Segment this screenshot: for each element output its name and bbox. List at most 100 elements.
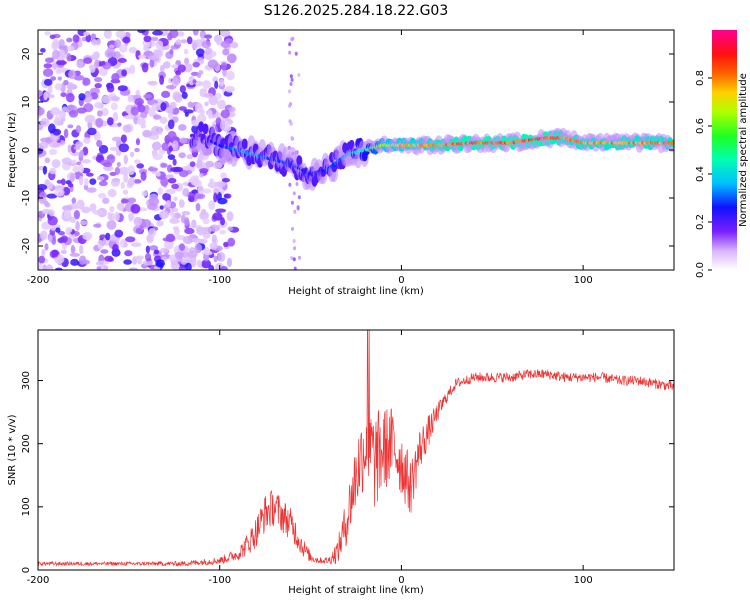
noise-speckle bbox=[220, 109, 230, 119]
noise-speckle bbox=[112, 244, 119, 253]
noise-speckle bbox=[203, 93, 214, 99]
y-tick-label: -10 bbox=[21, 190, 32, 206]
noise-speckle bbox=[202, 226, 212, 235]
noise-speckle bbox=[117, 122, 122, 127]
noise-speckle bbox=[51, 142, 60, 148]
noise-speckle bbox=[41, 208, 52, 215]
noise-speckle bbox=[168, 112, 174, 120]
noise-speckle bbox=[45, 57, 54, 64]
noise-speckle bbox=[109, 171, 117, 176]
noise-speckle bbox=[142, 129, 152, 138]
y-tick-label: 0 bbox=[21, 147, 32, 153]
noise-speckle bbox=[187, 101, 194, 108]
noise-speckle bbox=[75, 221, 80, 231]
noise-speckle bbox=[96, 110, 103, 117]
noise-speckle bbox=[81, 36, 87, 42]
noise-speckle bbox=[224, 120, 230, 131]
noise-speckle bbox=[75, 141, 83, 148]
snr-panel: -200 -100 0 100 0 100 200 300 Height of straig… bbox=[7, 329, 675, 596]
noise-speckle bbox=[213, 192, 218, 203]
noise-speckle bbox=[152, 30, 164, 36]
noise-speckle bbox=[101, 60, 106, 66]
noise-speckle bbox=[219, 229, 226, 235]
noise-speckle bbox=[94, 68, 100, 75]
noise-speckle bbox=[80, 220, 88, 226]
noise-speckle bbox=[194, 102, 204, 113]
noise-speckle bbox=[66, 37, 73, 43]
noise-speckle bbox=[167, 119, 175, 130]
noise-speckle bbox=[147, 80, 158, 86]
noise-speckle bbox=[54, 83, 63, 91]
noise-speckle bbox=[226, 211, 234, 222]
noise-speckle bbox=[199, 173, 204, 178]
noise-speckle bbox=[112, 51, 121, 59]
noise-speckle bbox=[118, 143, 130, 153]
noise-speckle bbox=[122, 36, 131, 44]
noise-speckle bbox=[54, 188, 65, 197]
noise-speckle bbox=[50, 107, 61, 116]
noise-speckle bbox=[289, 102, 293, 107]
noise-speckle bbox=[292, 239, 296, 244]
noise-speckle bbox=[186, 36, 193, 45]
noise-speckle bbox=[162, 237, 173, 242]
colorbar: 0.0 0.2 0.4 0.6 0.8 Normalized spectral ampl… bbox=[695, 30, 749, 278]
noise-speckle bbox=[142, 260, 154, 266]
noise-speckle bbox=[83, 31, 90, 37]
noise-speckle bbox=[43, 91, 48, 101]
noise-speckle bbox=[155, 40, 164, 50]
noise-speckle bbox=[78, 93, 86, 101]
noise-speckle bbox=[196, 72, 202, 78]
noise-speckle bbox=[149, 245, 159, 251]
noise-speckle bbox=[190, 178, 199, 186]
noise-speckle bbox=[79, 149, 84, 158]
noise-speckle bbox=[97, 239, 104, 250]
noise-speckle bbox=[112, 111, 119, 122]
noise-speckle bbox=[50, 76, 57, 81]
noise-speckle bbox=[290, 226, 294, 231]
noise-speckle bbox=[122, 189, 129, 195]
noise-speckle bbox=[195, 203, 201, 212]
noise-speckle bbox=[51, 159, 61, 169]
noise-speckle bbox=[144, 252, 152, 262]
noise-speckle bbox=[137, 30, 146, 34]
ridge-core bbox=[669, 140, 674, 145]
x-tick-label: 100 bbox=[574, 575, 593, 586]
noise-speckle bbox=[92, 210, 104, 215]
noise-speckle bbox=[197, 114, 207, 123]
colorbar-tick-label: 0.0 bbox=[695, 262, 706, 278]
noise-speckle bbox=[38, 106, 45, 116]
noise-speckle bbox=[189, 161, 196, 167]
noise-speckle bbox=[114, 211, 120, 222]
noise-speckle bbox=[123, 241, 128, 248]
colorbar-gradient bbox=[712, 30, 737, 270]
noise-speckle bbox=[178, 265, 186, 270]
noise-speckle bbox=[39, 191, 47, 199]
noise-speckle bbox=[225, 70, 235, 81]
noise-speckle bbox=[180, 39, 188, 44]
noise-speckle bbox=[184, 111, 189, 117]
noise-speckle bbox=[61, 106, 68, 112]
noise-speckle bbox=[291, 36, 295, 41]
noise-speckle bbox=[61, 157, 72, 165]
noise-speckle bbox=[199, 88, 208, 93]
noise-speckle bbox=[225, 38, 233, 44]
noise-speckle bbox=[169, 217, 179, 224]
noise-speckle bbox=[104, 49, 114, 59]
y-tick-label: 20 bbox=[21, 48, 32, 61]
noise-speckle bbox=[288, 182, 292, 187]
noise-speckle bbox=[114, 39, 122, 49]
noise-speckle bbox=[111, 72, 120, 83]
noise-speckle bbox=[160, 162, 168, 168]
noise-speckle bbox=[67, 82, 75, 91]
noise-speckle bbox=[49, 167, 57, 175]
noise-speckle bbox=[288, 89, 292, 94]
noise-speckle bbox=[171, 183, 180, 190]
noise-speckle bbox=[60, 92, 67, 98]
noise-speckle bbox=[201, 80, 212, 89]
noise-speckle bbox=[135, 138, 141, 146]
noise-speckle bbox=[127, 165, 135, 176]
noise-speckle bbox=[161, 90, 171, 99]
noise-speckle bbox=[110, 102, 118, 111]
noise-speckle bbox=[91, 38, 97, 46]
noise-speckle bbox=[145, 245, 150, 254]
